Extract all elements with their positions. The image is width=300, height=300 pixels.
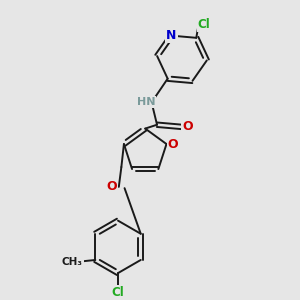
- Text: Cl: Cl: [198, 18, 211, 31]
- Text: HN: HN: [136, 97, 155, 107]
- Text: Cl: Cl: [112, 286, 124, 299]
- Text: N: N: [166, 29, 177, 42]
- Text: O: O: [106, 180, 117, 193]
- Text: CH₃: CH₃: [62, 256, 83, 267]
- Text: O: O: [168, 137, 178, 151]
- Text: O: O: [182, 121, 193, 134]
